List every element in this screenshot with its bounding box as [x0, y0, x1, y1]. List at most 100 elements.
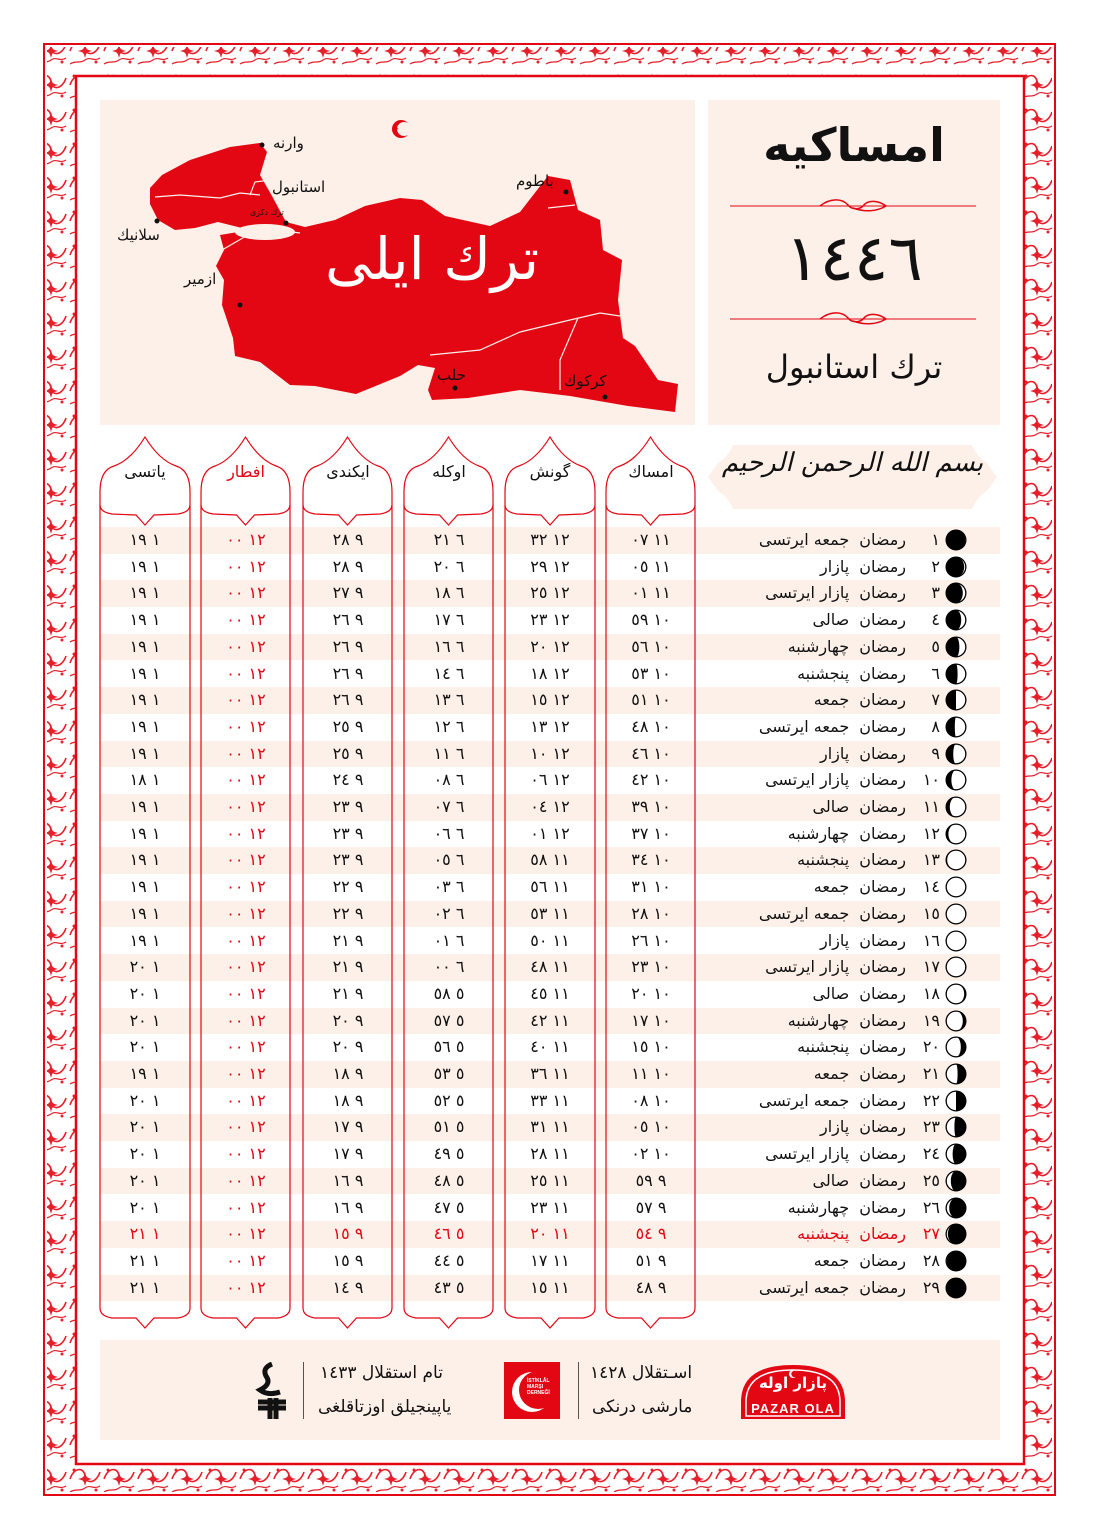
day-number: ٢٢ — [922, 1090, 940, 1110]
time-ogle: ٦ ٠٥ — [433, 850, 465, 870]
day-label: ٢٥ رمضان صالى — [813, 1168, 940, 1195]
time-ogle: ٦ ١٦ — [433, 636, 465, 656]
time-iftar: ١٢ ٠٠ — [226, 1170, 266, 1190]
time-ikindi: ٩ ١٥ — [332, 1250, 364, 1270]
table-row: ١ ١٩ ١٢ ٠٠ ٩ ٢٢ ٦ ٠٢ ١١ ٥٣ ١٠ ٢٨ ١٥ رمضان جمعه ا… — [100, 900, 1000, 928]
day-label: ٥ رمضان چهارشنبه — [788, 634, 940, 661]
weekday: جمعه — [813, 877, 850, 897]
tam-istiklal-line2: ياپينجيلق اوزتاقلغى — [318, 1397, 452, 1417]
month-name: رمضان — [859, 930, 906, 950]
time-ikindi: ٩ ٢٧ — [332, 583, 364, 603]
city-label-batum: باطوم — [516, 172, 554, 190]
time-ogle: ٥ ٥٢ — [433, 1090, 465, 1110]
month-name: رمضان — [859, 903, 906, 923]
weekday: پنجشنبه — [797, 1037, 850, 1057]
time-imsak: ١٠ ١٧ — [631, 1010, 671, 1030]
moon-phase-icon — [945, 956, 967, 982]
weekday: جمعه — [813, 1064, 850, 1083]
month-name: رمضان — [859, 850, 906, 870]
month-name: رمضان — [859, 877, 906, 897]
time-gunes: ١١ ٥٦ — [530, 877, 570, 897]
time-yatsi: ١ ١٩ — [129, 823, 161, 843]
time-gunes: ١٢ ٢٥ — [530, 583, 570, 603]
time-iftar: ١٢ ٠٠ — [226, 636, 266, 656]
day-number: ٢ — [931, 556, 940, 576]
city-label-halep: حلب — [437, 366, 466, 384]
time-iftar: ١٢ ٠٠ — [226, 1224, 266, 1244]
time-imsak: ١٠ ٥١ — [631, 690, 671, 710]
moon-phase-icon — [945, 1250, 967, 1276]
day-number: ١٣ — [922, 850, 940, 870]
day-label: ٢٠ رمضان پنجشنبه — [797, 1034, 940, 1061]
time-yatsi: ١ ٢٠ — [129, 957, 161, 977]
month-name: رمضان — [859, 636, 906, 656]
time-ikindi: ٩ ٢٣ — [332, 850, 364, 870]
time-imsak: ١٠ ٢٠ — [631, 983, 671, 1003]
weekday: صالى — [812, 1170, 850, 1190]
time-yatsi: ١ ٢١ — [129, 1250, 161, 1270]
time-ikindi: ٩ ٢٦ — [332, 636, 364, 656]
day-number: ١٨ — [922, 983, 940, 1003]
time-iftar: ١٢ ٠٠ — [226, 877, 266, 897]
time-iftar: ١٢ ٠٠ — [226, 610, 266, 630]
moon-phase-icon — [945, 556, 967, 582]
time-yatsi: ١ ١٩ — [129, 743, 161, 763]
time-ikindi: ٩ ٢٥ — [332, 743, 364, 763]
moon-phase-icon — [945, 582, 967, 608]
moon-phase-icon — [945, 1277, 967, 1303]
time-iftar: ١٢ ٠٠ — [226, 1277, 266, 1297]
time-ogle: ٦ ١٧ — [433, 610, 465, 630]
day-label: ١٢ رمضان چهارشنبه — [788, 821, 940, 848]
weekday: جمعه ايرتسى — [758, 530, 850, 549]
weekday: پازار — [819, 930, 850, 950]
day-label: ١ رمضان جمعه ايرتسى — [759, 527, 940, 554]
weekday: پنجشنبه — [797, 663, 850, 683]
month-name: رمضان — [859, 1037, 906, 1057]
moon-phase-icon — [945, 716, 967, 742]
column-header-frame — [99, 435, 191, 526]
moon-phase-icon — [945, 1170, 967, 1196]
time-imsak: ١٠ ٣١ — [631, 877, 671, 897]
time-ikindi: ٩ ٢٦ — [332, 610, 364, 630]
time-yatsi: ١ ١٩ — [129, 850, 161, 870]
time-yatsi: ١ ٢١ — [129, 1277, 161, 1297]
time-yatsi: ١ ١٩ — [129, 930, 161, 950]
day-number: ٦ — [931, 663, 940, 683]
table-row: ١ ١٩ ١٢ ٠٠ ٩ ٢٦ ٦ ١٦ ١٢ ٢٠ ١٠ ٥٦ ٥ رمضان چهارشنب… — [100, 633, 1000, 661]
day-number: ١٤ — [922, 877, 940, 897]
table-row: ١ ١٩ ١٢ ٠٠ ٩ ٢٦ ٦ ١٤ ١٢ ١٨ ١٠ ٥٣ ٦ رمضان پنجشنبه — [100, 661, 1000, 688]
weekday: پازار ايرتسى — [765, 1144, 850, 1164]
moon-phase-icon — [945, 1116, 967, 1142]
time-yatsi: ١ ٢٠ — [129, 1117, 161, 1137]
weekday: پازار — [819, 743, 850, 763]
day-label: ٢٩ رمضان جمعه ايرتسى — [759, 1275, 940, 1302]
time-ogle: ٦ ٠٨ — [433, 770, 465, 790]
time-gunes: ١١ ٥٨ — [530, 850, 570, 870]
weekday: چهارشنبه — [787, 636, 850, 656]
month-name: رمضان — [859, 1170, 906, 1190]
time-gunes: ١١ ٤٥ — [530, 983, 570, 1003]
time-ogle: ٦ ٢٠ — [433, 556, 465, 576]
moon-phase-icon — [945, 1036, 967, 1062]
time-gunes: ١١ ٥٠ — [530, 930, 570, 950]
time-gunes: ١١ ٣٣ — [530, 1090, 570, 1110]
city-label-istanbul: استانبول — [272, 178, 326, 196]
weekday: جمعه ايرتسى — [758, 903, 850, 923]
time-imsak: ١٠ ٠٥ — [631, 1117, 671, 1137]
time-ikindi: ٩ ٢١ — [332, 983, 364, 1003]
time-yatsi: ١ ١٩ — [129, 530, 161, 549]
day-label: ١٣ رمضان پنجشنبه — [797, 847, 940, 874]
month-name: رمضان — [859, 957, 906, 977]
column-frame — [605, 505, 696, 1329]
month-name: رمضان — [859, 1064, 906, 1083]
day-number: ٢٤ — [922, 1144, 940, 1164]
table-row: ١ ٢٠ ١٢ ٠٠ ٩ ٢١ ٦ ٠٠ ١١ ٤٨ ١٠ ٢٣ ١٧ رمضان پازار … — [100, 954, 1000, 981]
day-label: ١٦ رمضان پازار — [820, 928, 940, 955]
time-imsak: ١٠ ٣٩ — [631, 797, 671, 816]
time-ogle: ٥ ٥٨ — [433, 983, 465, 1003]
basmala-cartouche — [708, 445, 997, 509]
time-yatsi: ١ ١٩ — [129, 636, 161, 656]
time-ogle: ٦ ٠١ — [433, 930, 465, 950]
time-iftar: ١٢ ٠٠ — [226, 1064, 266, 1083]
moon-phase-icon — [945, 796, 967, 822]
